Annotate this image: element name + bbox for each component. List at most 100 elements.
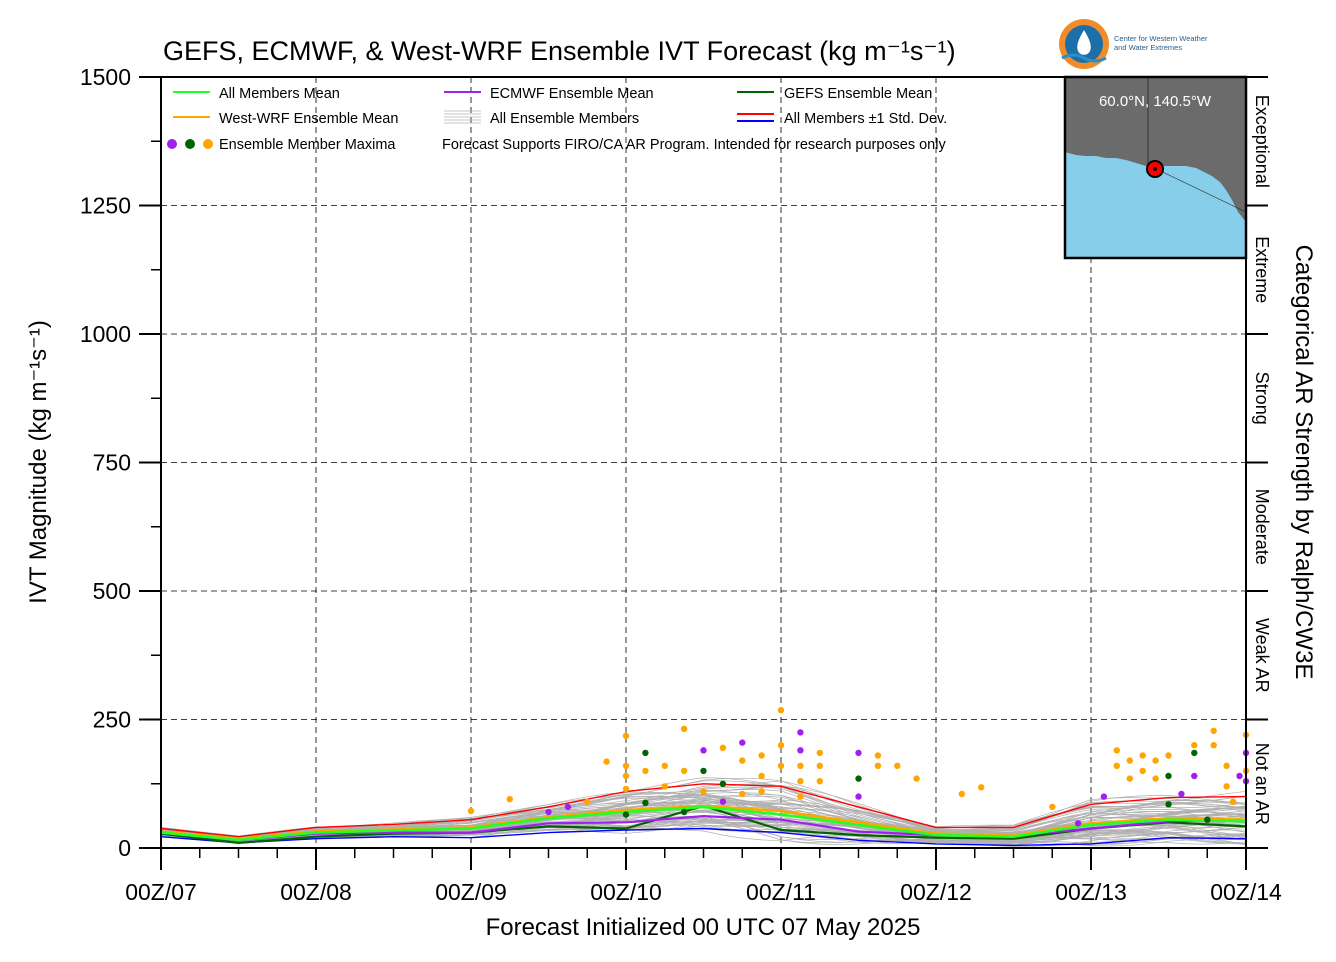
maxima-point: [874, 762, 882, 769]
chart-title: GEFS, ECMWF, & West-WRF Ensemble IVT For…: [163, 36, 956, 66]
maxima-point: [661, 762, 668, 769]
category-label: Moderate: [1252, 489, 1272, 565]
maxima-point: [816, 762, 823, 769]
legend-label-members: All Ensemble Members: [490, 111, 639, 127]
maxima-point: [1126, 757, 1134, 764]
maxima-point: [1210, 742, 1217, 749]
maxima-point: [603, 758, 610, 765]
maxima-point: [545, 808, 552, 816]
series-lines: [160, 783, 1247, 847]
maxima-point: [719, 780, 727, 787]
x-axis-ticks: 00Z/07 00Z/08 00Z/09 00Z/10 00Z/11 00Z/12 00Z/…: [125, 848, 1282, 905]
maxima-point: [467, 807, 475, 815]
maxima-point: [661, 783, 668, 790]
series-line-5: [160, 827, 1247, 847]
maxima-point: [1165, 752, 1172, 759]
maxima-point: [1100, 793, 1108, 800]
maxima-point: [1139, 767, 1146, 775]
right-axis-ticks: Not an AR Weak AR Moderate Strong Extreme Exc…: [1246, 76, 1272, 849]
maxima-point: [1223, 762, 1230, 769]
x-tick-label: 00Z/14: [1210, 879, 1282, 905]
series-line-4: [160, 783, 1247, 838]
maxima-point: [913, 775, 920, 782]
maxima-point: [1139, 752, 1146, 759]
category-label: Strong: [1252, 372, 1272, 425]
maxima-point: [642, 799, 649, 806]
legend-label-maxima: Ensemble Member Maxima: [219, 137, 396, 153]
maxima-point: [894, 762, 901, 769]
inset-map-land: [1065, 77, 1246, 222]
x-axis-label: Forecast Initialized 00 UTC 07 May 2025: [486, 914, 921, 941]
ensemble-member-line: [160, 823, 1247, 844]
maxima-point: [855, 793, 862, 800]
maxima-point: [1152, 757, 1159, 764]
maxima-point: [622, 732, 630, 740]
maxima-point: [1191, 772, 1198, 780]
series-line-0: [160, 805, 1247, 842]
inset-map-frame: [1063, 75, 1248, 260]
legend-dot-gefs: [185, 139, 195, 149]
y-tick-label: 0: [118, 835, 131, 861]
maxima-point: [874, 752, 882, 759]
maxima-point: [1191, 749, 1198, 757]
maxima-point: [642, 749, 649, 757]
maxima-point: [958, 790, 965, 798]
logo-drop-icon: [1077, 30, 1091, 55]
y-tick-label: 1500: [80, 64, 131, 90]
maxima-point: [739, 739, 746, 746]
maxima-point: [1113, 762, 1121, 769]
category-label: Not an AR: [1252, 743, 1272, 825]
y-tick-label: 1250: [80, 193, 131, 219]
x-tick-label: 00Z/07: [125, 879, 197, 905]
legend-swatch-members: [444, 110, 481, 124]
logo-text-line1: Center for Western Weather: [1114, 34, 1208, 43]
maxima-point: [1223, 783, 1230, 790]
maxima-point: [1204, 816, 1211, 823]
maxima-point: [1191, 742, 1198, 749]
maxima-point: [1074, 820, 1082, 827]
y-tick-label: 500: [93, 578, 131, 604]
maxima-point: [739, 790, 746, 798]
y-tick-label: 1000: [80, 321, 131, 347]
y-tick-label: 250: [93, 707, 131, 733]
x-tick-label: 00Z/10: [590, 879, 662, 905]
y-tick-label: 750: [93, 450, 131, 476]
maxima-point: [1152, 775, 1159, 782]
y-axis-ticks: 0 250 500 750 1000 1250 1500: [80, 64, 161, 861]
legend-label-ecmwf: ECMWF Ensemble Mean: [490, 86, 654, 102]
maxima-point: [622, 762, 630, 769]
maxima-point: [978, 784, 985, 791]
category-label: Weak AR: [1252, 618, 1272, 693]
location-marker-center: [1153, 167, 1157, 171]
maxima-point: [1210, 727, 1217, 734]
maxima-point: [797, 729, 804, 736]
maxima-point: [719, 798, 727, 805]
maxima-point: [777, 742, 785, 749]
right-axis-label: Categorical AR Strength by Ralph/CW3E: [1290, 245, 1317, 680]
legend-dot-ecmwf: [167, 139, 177, 149]
maxima-point: [1178, 790, 1185, 798]
inset-map-location: 60.0°N, 140.5°W: [1099, 93, 1212, 110]
maxima-point: [642, 767, 649, 775]
maxima-point: [1165, 772, 1172, 780]
x-tick-label: 00Z/09: [435, 879, 507, 905]
maxima-point: [622, 772, 630, 780]
maxima-point: [855, 749, 862, 757]
maxima-point: [564, 803, 572, 811]
maxima-point: [739, 757, 746, 764]
legend-dot-westwrf: [203, 139, 213, 149]
category-label: Exceptional: [1252, 95, 1272, 188]
maxima-point: [1113, 747, 1121, 754]
maxima-point: [797, 747, 804, 754]
logo-wave: [1061, 53, 1107, 63]
maxima-point: [1126, 775, 1134, 782]
legend-note: Forecast Supports FIRO/CA AR Program. In…: [442, 137, 946, 153]
maxima-point: [777, 707, 785, 714]
x-tick-label: 00Z/08: [280, 879, 352, 905]
maxima-point: [1236, 772, 1243, 780]
maxima-point: [1165, 801, 1172, 808]
legend: All Members Mean ECMWF Ensemble Mean GEF…: [167, 86, 947, 153]
maxima-point: [719, 744, 727, 751]
maxima-point: [816, 749, 823, 757]
maxima-point: [816, 778, 823, 785]
